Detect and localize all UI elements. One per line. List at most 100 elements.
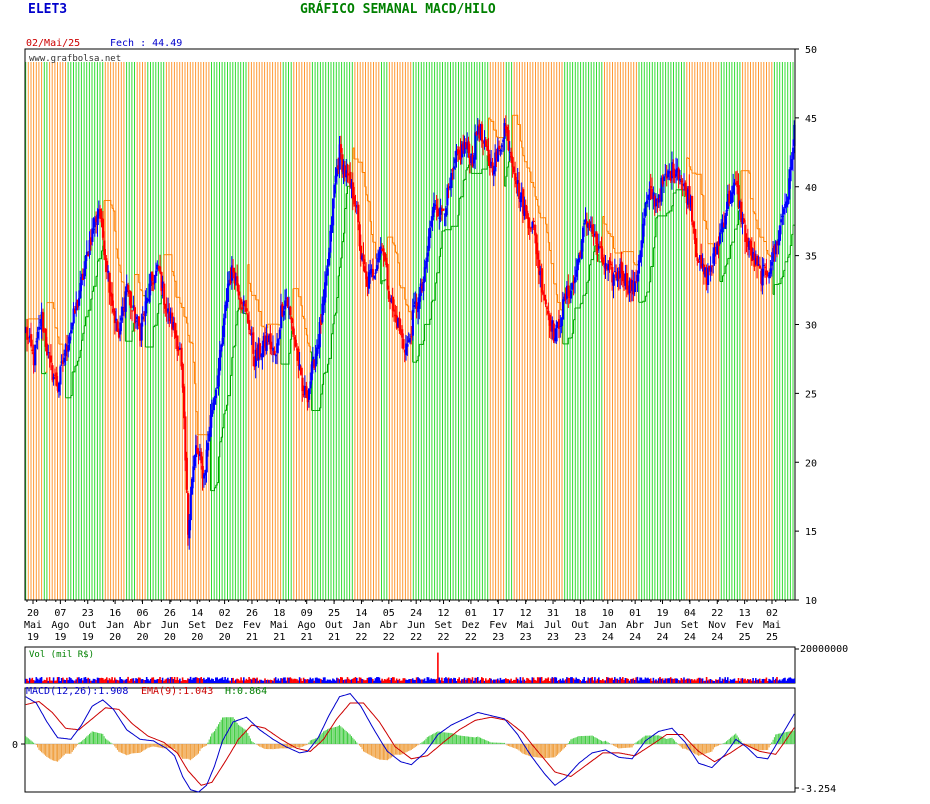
hilo-segment [393,243,394,245]
hilo-segment [249,283,250,291]
hilo-segment [236,311,237,325]
volume-bar [50,681,52,684]
volume-bar [651,681,653,683]
volume-bar [69,677,71,683]
volume-bar [545,678,547,683]
hilo-segment [308,343,309,346]
volume-bar [790,677,792,683]
volume-bar [224,677,226,683]
candle-body [387,264,389,289]
volume-bar [268,680,270,683]
volume-bar [219,679,221,683]
hilo-segment [606,224,607,231]
date-tick-label: Fev [243,620,261,631]
volume-bar [331,681,333,683]
volume-bar [308,680,310,684]
volume-bar [380,681,382,684]
volume-bar [300,678,302,683]
date-tick-label: 25 [766,632,778,643]
hilo-segment [220,437,221,442]
date-tick-label: 24 [656,632,668,643]
candle-body [424,267,426,282]
hilo-segment [54,309,55,328]
volume-bar [655,679,657,683]
hilo-segment [371,235,372,243]
hilo-segment [459,197,460,198]
candle-body [481,124,483,141]
volume-bar [411,679,413,683]
date-tick-label: Dez [216,620,234,631]
hilo-segment [56,328,57,337]
volume-bar [477,677,479,683]
volume-bar [321,680,323,683]
volume-bar [450,678,452,683]
histogram-label: H:0.864 [225,686,267,697]
hilo-segment [587,280,588,282]
hilo-segment [675,190,676,193]
volume-bar [602,679,604,683]
hilo-segment [326,364,327,372]
candle-body [131,311,133,312]
hilo-segment [486,155,487,169]
price-tick-label: 10 [805,596,817,607]
hilo-segment [80,340,81,350]
volume-bar [259,680,261,683]
volume-bar [562,678,564,683]
hilo-segment [374,242,375,258]
hilo-segment [441,231,442,248]
panel-frame [25,647,795,683]
hilo-segment [507,162,508,167]
volume-bar [579,680,581,683]
candle-body [325,274,327,285]
volume-bar [629,681,631,683]
macd-label: MACD(12,26):1.908 [26,686,128,697]
hilo-segment [648,282,649,292]
volume-bar [763,679,765,683]
date-tick-label: Jan [352,620,370,631]
volume-bar [255,679,257,683]
hilo-segment [257,300,258,312]
candle-body [279,330,281,339]
volume-bar [28,681,30,683]
hilo-segment [467,165,468,168]
volume-bar [718,680,720,684]
date-tick-label: Abr [133,620,151,631]
hilo-segment [435,273,436,283]
volume-bar [82,680,84,683]
volume-bar [77,677,79,683]
hilo-segment [342,233,343,242]
candle-body [533,221,535,222]
hilo-segment [345,194,346,209]
candle-body [442,209,444,211]
hilo-segment [223,414,224,428]
candle-body [277,339,279,345]
volume-bar [103,680,105,683]
volume-bar [317,678,319,683]
hilo-segment [395,252,396,254]
date-tick-label: Out [571,620,589,631]
candle-body [422,282,424,291]
volume-bar [170,677,172,683]
volume-bar [754,681,756,683]
candle-body [512,157,514,167]
volume-bar [585,681,587,683]
date-tick-label: 21 [301,632,313,643]
hilo-segment [534,187,535,196]
volume-bar [238,679,240,683]
volume-bar [490,679,492,683]
hilo-segment [305,329,306,336]
date-tick-label: Fev [489,620,507,631]
hilo-segment [592,252,593,260]
volume-bar [722,679,724,683]
volume-bar [473,681,475,683]
hilo-segment [723,273,724,275]
date-tick-label: 20 [27,608,39,619]
hilo-segment [754,214,755,220]
volume-bar [86,679,88,683]
date-tick-label: 14 [355,608,367,619]
price-tick-label: 50 [805,45,817,56]
volume-bar [33,680,35,683]
hilo-segment [701,195,702,196]
volume-bar [188,679,190,683]
